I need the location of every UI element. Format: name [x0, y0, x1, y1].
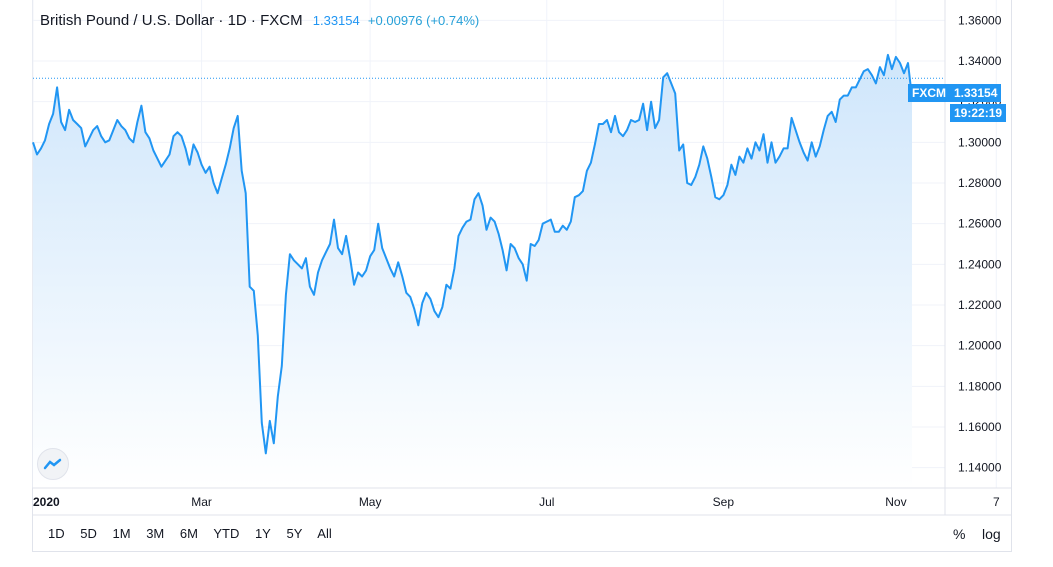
symbol-title: British Pound / U.S. Dollar · 1D · FXCM: [40, 12, 303, 29]
range-5y-button[interactable]: 5Y: [286, 526, 303, 541]
log-scale-button[interactable]: log: [982, 526, 1001, 542]
range-buttons: 1D 5D 1M 3M 6M YTD 1Y 5Y All: [48, 526, 344, 541]
y-tick-label: 1.34000: [958, 54, 1002, 68]
x-tick-label: 7: [993, 495, 1000, 509]
source-tag: FXCM: [908, 84, 950, 102]
legend-change: +0.00976 (+0.74%): [367, 13, 480, 28]
price-area: [33, 54, 912, 489]
chart-legend: British Pound / U.S. Dollar · 1D · FXCM …: [40, 12, 479, 29]
x-tick-label: Nov: [885, 495, 906, 509]
tradingview-logo-icon[interactable]: [37, 448, 69, 480]
y-tick-label: 1.30000: [958, 135, 1002, 149]
x-tick-label: Sep: [713, 495, 735, 509]
y-tick-label: 1.22000: [958, 298, 1002, 312]
y-tick-label: 1.20000: [958, 339, 1002, 353]
range-1d-button[interactable]: 1D: [48, 526, 65, 541]
last-price-tag: 1.33154: [950, 84, 1002, 102]
y-tick-label: 1.36000: [958, 13, 1002, 27]
range-all-button[interactable]: All: [317, 526, 332, 541]
x-tick-label: Mar: [191, 495, 212, 509]
time-tag: 19:22:19: [950, 104, 1007, 122]
x-tick-label: 2020: [33, 495, 60, 509]
range-5d-button[interactable]: 5D: [80, 526, 97, 541]
y-tick-label: 1.16000: [958, 420, 1002, 434]
y-axis: 1.360001.340001.320001.300001.280001.260…: [958, 13, 1002, 474]
x-tick-label: May: [359, 495, 382, 509]
price-line: [32, 53, 913, 455]
range-6m-button[interactable]: 6M: [179, 526, 198, 541]
range-1m-button[interactable]: 1M: [112, 526, 131, 541]
y-tick-label: 1.14000: [958, 461, 1002, 475]
range-ytd-button[interactable]: YTD: [213, 526, 240, 541]
x-tick-label: Jul: [539, 495, 554, 509]
range-1y-button[interactable]: 1Y: [254, 526, 271, 541]
y-tick-label: 1.28000: [958, 176, 1002, 190]
y-tick-label: 1.24000: [958, 257, 1002, 271]
x-axis: 2020 Mar May Jul Sep Nov 7: [33, 495, 1000, 509]
y-tick-label: 1.26000: [958, 217, 1002, 231]
percent-scale-button[interactable]: %: [953, 526, 966, 542]
range-3m-button[interactable]: 3M: [146, 526, 165, 541]
y-tick-label: 1.18000: [958, 379, 1002, 393]
legend-price: 1.33154: [312, 13, 360, 28]
